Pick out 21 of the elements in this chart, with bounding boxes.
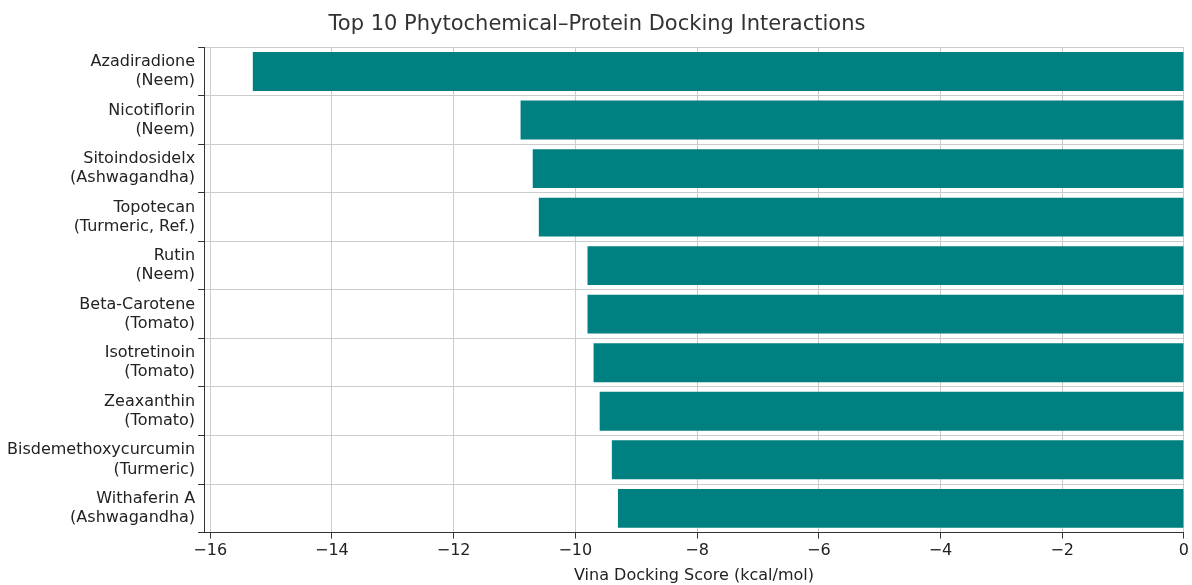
y-tick-label: Topotecan (Turmeric, Ref.) [73, 196, 196, 235]
y-tick-label: Nicotiflorin (Neem) [108, 99, 196, 138]
y-tick-label: Beta-Carotene (Tomato) [79, 293, 196, 332]
x-tick-label: −10 [558, 540, 593, 560]
y-tick-label: Zeaxanthin (Tomato) [104, 390, 196, 430]
x-axis-title: Vina Docking Score (kcal/mol) [574, 564, 814, 584]
y-tick-label: Withaferin A (Ashwagandha) [70, 487, 196, 527]
x-tick-label: −16 [193, 540, 228, 560]
chart-title: Top 10 Phytochemical–Protein Docking Interactions [327, 11, 866, 36]
x-tick-label: 0 [1178, 540, 1189, 560]
y-tick-label: Rutin (Neem) [135, 245, 196, 284]
x-tick-label: −4 [928, 540, 953, 560]
x-tick-label: −2 [1050, 540, 1074, 560]
x-tick-label: −8 [685, 540, 709, 560]
y-tick-label: Sitoindosidelx (Ashwagandha) [70, 148, 196, 187]
y-tick-label: Isotretinoin (Tomato) [104, 342, 196, 381]
x-tick-label: −14 [315, 540, 349, 560]
x-tick-label: −12 [436, 540, 471, 560]
x-tick-label: −6 [806, 540, 831, 560]
y-tick-label: Azadiradione (Neem) [90, 51, 196, 90]
y-tick-label: Bisdemethoxycurcumin (Turmeric) [7, 439, 196, 478]
